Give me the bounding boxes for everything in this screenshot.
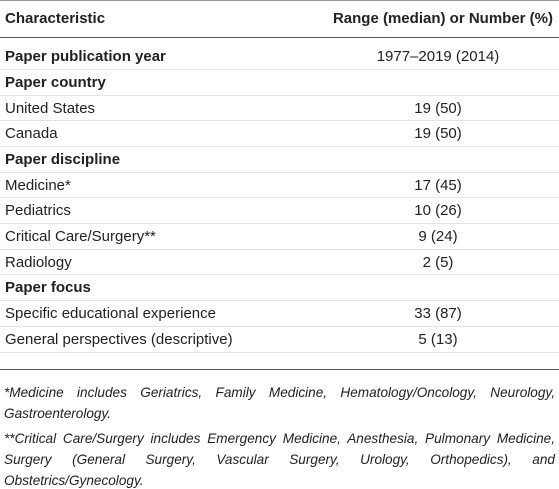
footnote: *Medicine includes Geriatrics, Family Me… bbox=[4, 385, 555, 421]
cell-value: 33 (87) bbox=[414, 305, 462, 323]
cell-value: 19 (50) bbox=[414, 99, 462, 117]
table-row: Paper publication year 1977–2019 (2014) bbox=[0, 44, 559, 70]
table-row: Paper focus bbox=[0, 275, 559, 302]
table-row: Radiology 2 (5) bbox=[0, 250, 559, 276]
table-rule bbox=[0, 369, 559, 370]
cell-value: 19 (50) bbox=[414, 125, 462, 143]
cell-label: Radiology bbox=[5, 253, 72, 271]
cell-label: United States bbox=[5, 99, 96, 117]
cell-value: 1977–2019 (2014) bbox=[376, 48, 500, 66]
table-row: Paper discipline bbox=[0, 147, 559, 173]
table-row: Specific educational experience 33 (87) bbox=[0, 301, 559, 327]
table-row: Critical Care/Surgery** 9 (24) bbox=[0, 224, 559, 250]
cell-label: Critical Care/Surgery** bbox=[5, 228, 156, 246]
table-row: Pediatrics 10 (26) bbox=[0, 198, 559, 225]
table-row: Canada 19 (50) bbox=[0, 121, 559, 147]
cell-value: 10 (26) bbox=[414, 202, 462, 220]
table-row: Paper country bbox=[0, 70, 559, 96]
column-header: Range (median) or Number (%) bbox=[332, 10, 553, 27]
cell-value: 2 (5) bbox=[422, 253, 454, 271]
cell-label: Pediatrics bbox=[5, 202, 71, 220]
footnote: **Critical Care/Surgery includes Emergen… bbox=[4, 431, 555, 488]
cell-value: 9 (24) bbox=[418, 228, 458, 246]
cell-label: General perspectives (descriptive) bbox=[5, 330, 233, 348]
table-row: United States 19 (50) bbox=[0, 96, 559, 122]
cell-label: Medicine* bbox=[5, 176, 71, 194]
cell-value: 5 (13) bbox=[418, 330, 458, 348]
section-title: Paper discipline bbox=[5, 150, 121, 168]
table-row: Medicine* 17 (45) bbox=[0, 173, 559, 199]
table-header: Characteristic Range (median) or Number … bbox=[0, 0, 559, 38]
footnotes: *Medicine includes Geriatrics, Family Me… bbox=[4, 382, 555, 489]
section-title: Paper country bbox=[5, 73, 106, 91]
cell-value: 17 (45) bbox=[414, 176, 462, 194]
cell-label: Specific educational experience bbox=[5, 305, 216, 323]
section-title: Paper focus bbox=[5, 279, 91, 297]
column-header: Characteristic bbox=[5, 10, 106, 27]
section-title: Paper publication year bbox=[5, 48, 166, 66]
cell-label: Canada bbox=[5, 125, 58, 143]
table-row: General perspectives (descriptive) 5 (13) bbox=[0, 327, 559, 353]
